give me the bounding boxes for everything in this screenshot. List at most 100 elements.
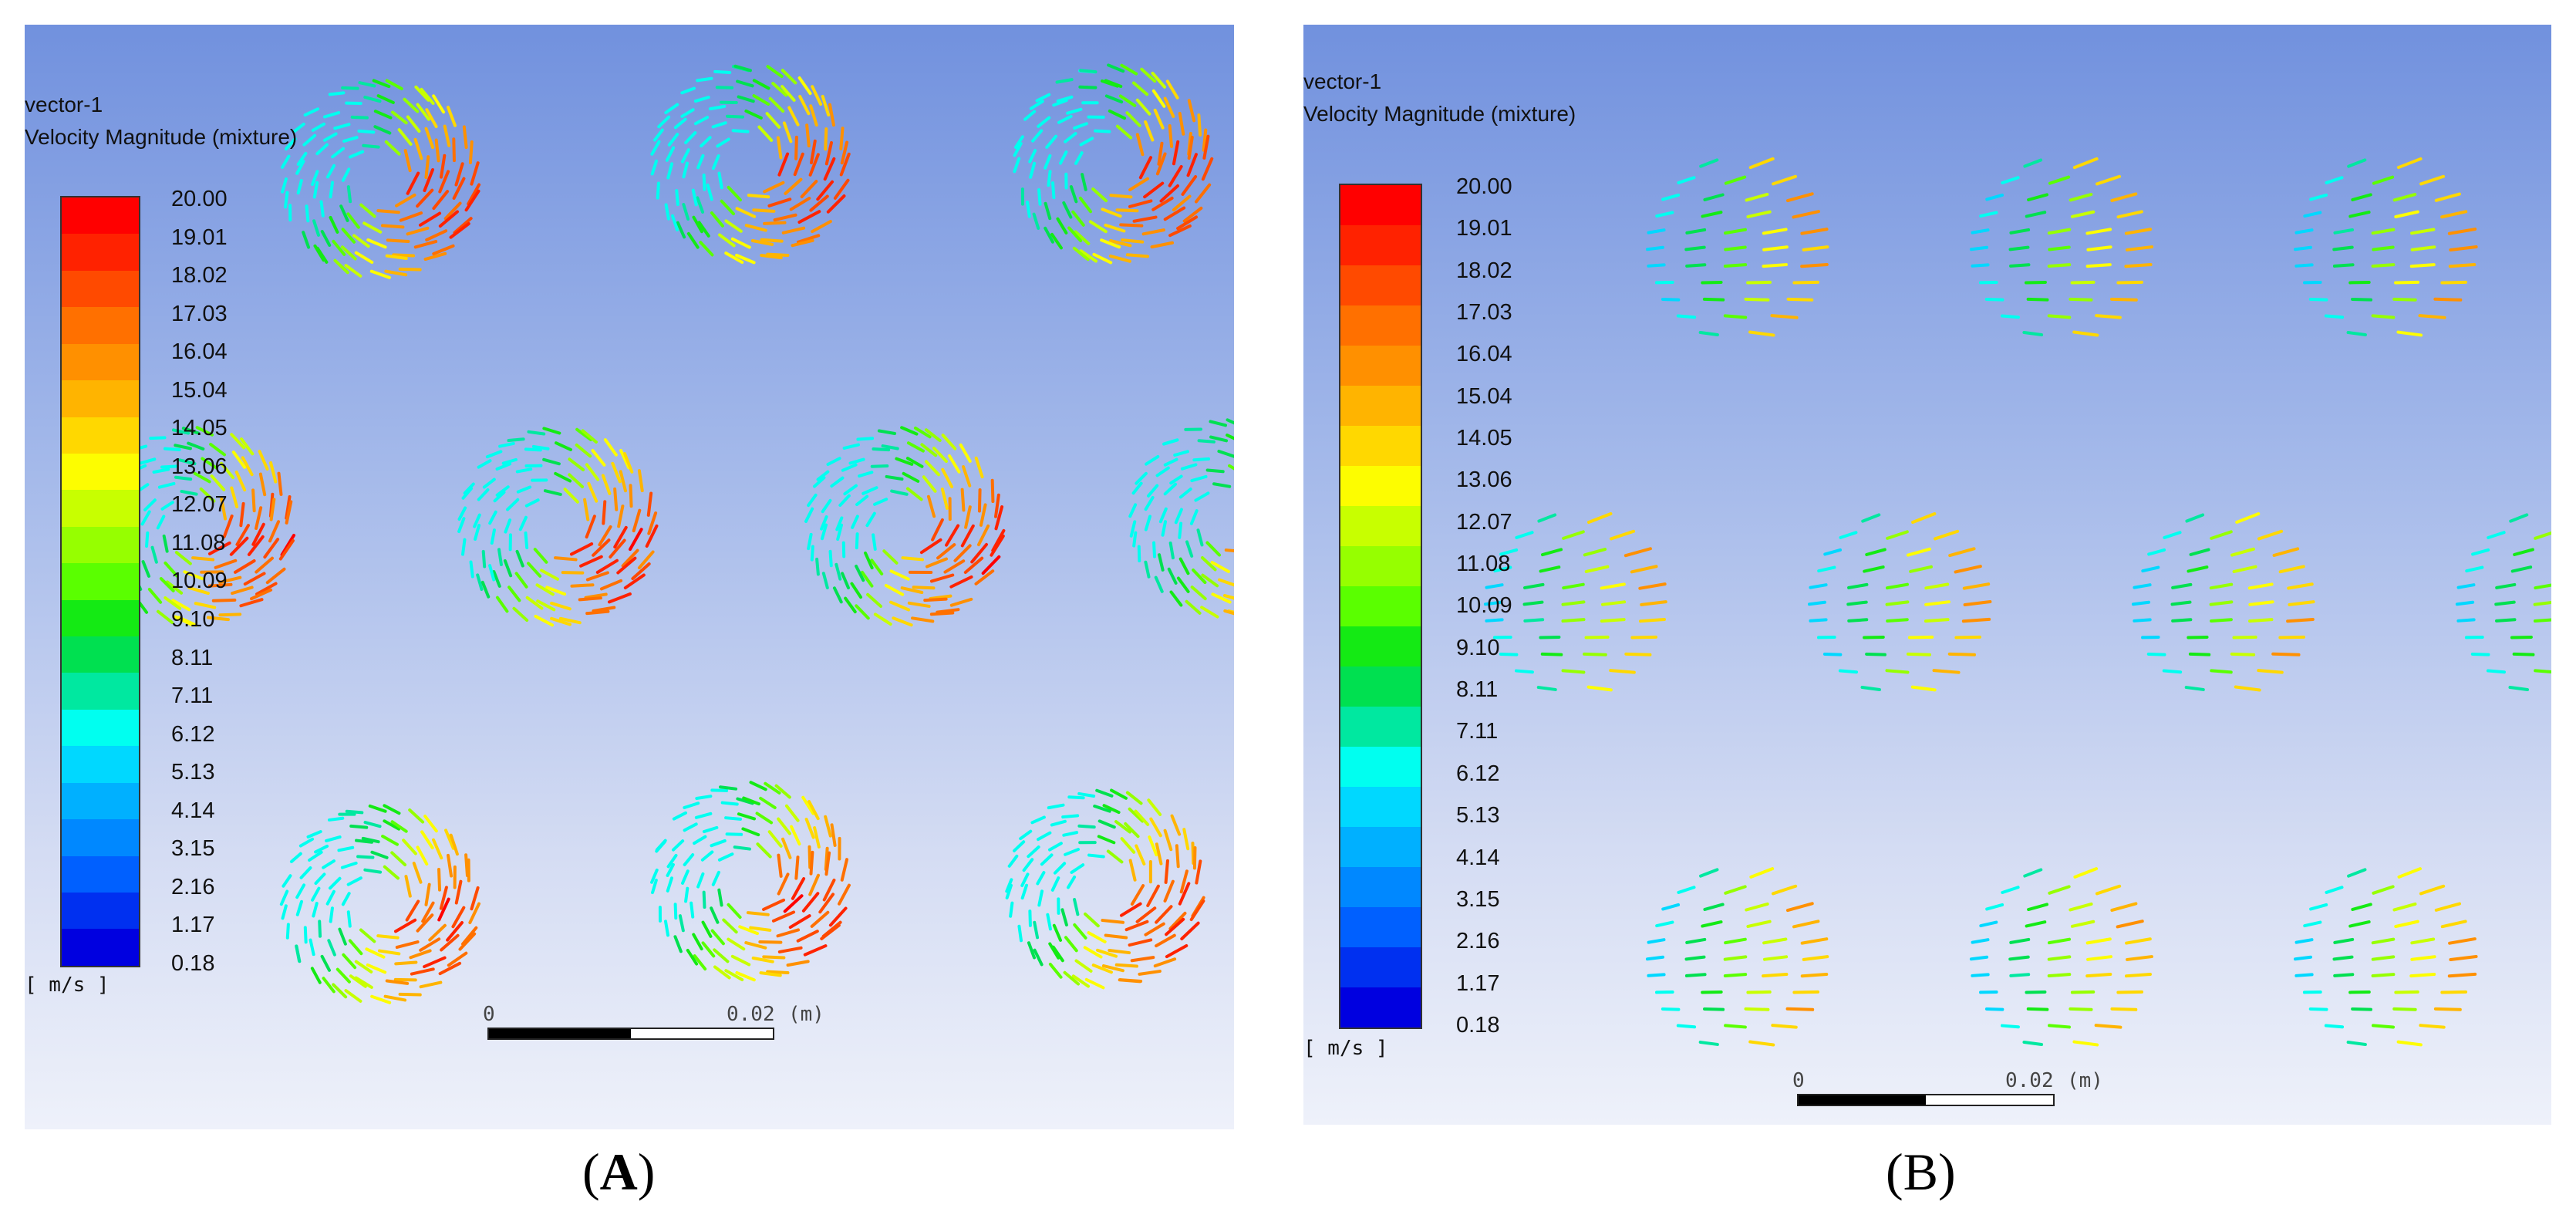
- velocity-vector: [438, 961, 462, 976]
- legend-tick-label: 19.01: [1456, 216, 1512, 241]
- legend-tick-label: 6.12: [1456, 761, 1500, 786]
- velocity-vector: [327, 939, 336, 957]
- velocity-vector: [2449, 245, 2478, 252]
- velocity-vector: [2510, 565, 2533, 573]
- velocity-vector: [1169, 474, 1183, 485]
- velocity-vector: [864, 551, 874, 570]
- velocity-vector: [470, 886, 480, 911]
- velocity-vector: [515, 467, 533, 474]
- velocity-vector: [346, 876, 362, 886]
- velocity-vector: [1723, 263, 1748, 268]
- velocity-vector: [663, 920, 670, 937]
- velocity-vector: [474, 524, 481, 541]
- velocity-vector: [359, 928, 376, 943]
- velocity-vector: [314, 872, 326, 886]
- velocity-vector: [1561, 600, 1586, 606]
- velocity-vector: [926, 494, 936, 518]
- velocity-vector: [1584, 565, 1610, 573]
- velocity-vector: [824, 851, 831, 876]
- caption-a: (A): [582, 1142, 655, 1203]
- velocity-vector: [328, 876, 342, 890]
- velocity-vector: [824, 815, 832, 838]
- legend-tick-label: 3.15: [171, 836, 215, 862]
- velocity-vector: [1174, 508, 1183, 525]
- velocity-vector: [1130, 884, 1145, 906]
- velocity-vector: [1168, 911, 1187, 930]
- velocity-vector: [406, 115, 421, 133]
- velocity-vector: [924, 428, 942, 443]
- velocity-vector: [945, 524, 960, 547]
- velocity-vector: [1522, 600, 1544, 606]
- velocity-vector: [1749, 867, 1775, 879]
- velocity-vector: [2116, 920, 2144, 929]
- velocity-vector: [337, 845, 355, 852]
- velocity-vector: [1724, 175, 1747, 185]
- velocity-vector: [994, 493, 1000, 518]
- velocity-vector: [870, 559, 884, 575]
- velocity-vector: [666, 853, 678, 869]
- velocity-vector: [781, 85, 796, 102]
- legend-swatch: [1340, 185, 1421, 225]
- velocity-vector: [1933, 529, 1960, 541]
- velocity-vector: [1909, 565, 1933, 573]
- velocity-vector: [2447, 228, 2477, 235]
- velocity-vector: [2133, 618, 2152, 623]
- velocity-vector: [1924, 582, 1950, 590]
- velocity-vector: [1155, 905, 1173, 924]
- velocity-vector: [255, 556, 274, 574]
- velocity-vector: [2023, 158, 2043, 168]
- velocity-vector: [736, 79, 754, 88]
- velocity-vector: [1007, 854, 1019, 868]
- velocity-vector: [1185, 540, 1194, 558]
- velocity-vector: [1623, 547, 1652, 558]
- velocity-vector: [1226, 434, 1234, 440]
- velocity-vector: [2247, 582, 2274, 590]
- velocity-vector: [797, 76, 812, 96]
- velocity-vector: [1149, 817, 1162, 838]
- velocity-vector: [1125, 253, 1150, 258]
- velocity-vector: [524, 498, 540, 508]
- velocity-vector: [327, 816, 345, 822]
- velocity-vector: [929, 573, 955, 583]
- velocity-vector: [667, 133, 679, 147]
- velocity-vector: [1800, 228, 1829, 235]
- velocity-vector: [2288, 600, 2315, 606]
- velocity-vector: [325, 835, 342, 842]
- velocity-vector: [1676, 1024, 1697, 1029]
- velocity-vector: [1493, 565, 1512, 573]
- velocity-vector: [1685, 937, 1707, 944]
- velocity-vector: [1048, 962, 1063, 979]
- velocity-vector: [1151, 89, 1166, 108]
- velocity-vector: [1159, 184, 1180, 203]
- legend-tick-label: 11.08: [171, 530, 226, 555]
- velocity-vector: [1822, 652, 1843, 656]
- legend-title-line2-b: Velocity Magnitude (mixture): [1303, 102, 1576, 126]
- velocity-vector: [2069, 193, 2093, 202]
- velocity-vector: [439, 154, 447, 179]
- velocity-vector: [781, 226, 806, 235]
- velocity-vector: [870, 464, 889, 468]
- velocity-vector: [2094, 1024, 2123, 1029]
- velocity-vector: [1141, 228, 1165, 236]
- velocity-vector: [889, 569, 910, 581]
- velocity-vector: [700, 136, 712, 148]
- velocity-vector: [784, 804, 800, 822]
- velocity-vector: [518, 515, 528, 532]
- velocity-vector: [1200, 606, 1219, 619]
- velocity-vector: [990, 534, 1005, 557]
- velocity-vector: [1861, 513, 1881, 523]
- caption-b-close: ): [1938, 1142, 1956, 1201]
- velocity-vector: [727, 937, 746, 951]
- velocity-vector: [789, 197, 811, 211]
- velocity-vector: [808, 800, 820, 821]
- velocity-vector: [767, 197, 792, 208]
- velocity-vector: [1157, 553, 1165, 572]
- velocity-vector: [777, 853, 783, 878]
- velocity-vector: [1091, 963, 1113, 974]
- velocity-vector: [454, 879, 463, 905]
- velocity-vector: [613, 525, 628, 549]
- velocity-vector: [666, 876, 673, 893]
- velocity-vector: [1630, 635, 1658, 639]
- velocity-vector: [464, 189, 480, 212]
- velocity-vector: [405, 899, 420, 922]
